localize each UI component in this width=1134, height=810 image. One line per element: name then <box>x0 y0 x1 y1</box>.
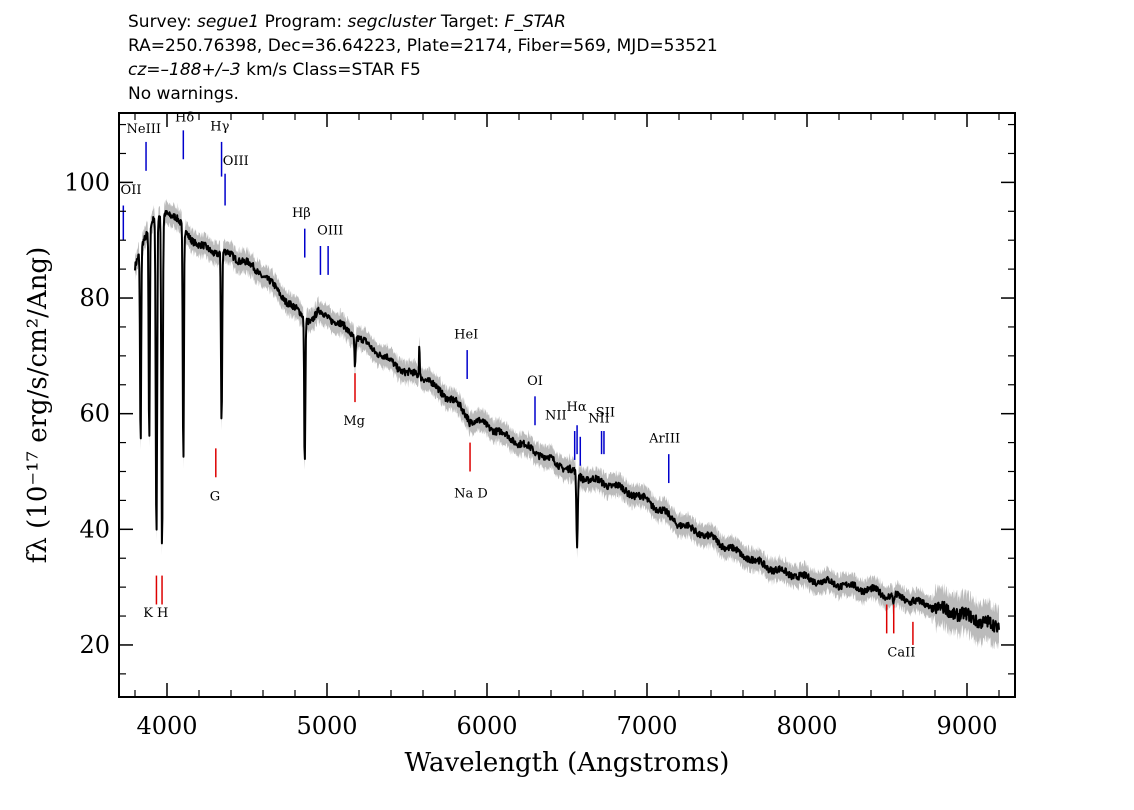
x-tick-label: 9000 <box>936 712 997 740</box>
line-label: CaII <box>887 646 915 661</box>
target-value: F_STAR <box>504 12 566 32</box>
program-value: segcluster <box>347 12 436 32</box>
line-label: OI <box>527 374 543 389</box>
survey-value: segue1 <box>197 12 260 32</box>
header-line-redshift: cz=–188+/–3 km/s Class=STAR F5 <box>128 58 1028 82</box>
line-label: SII <box>596 406 615 421</box>
header-line-warnings: No warnings. <box>128 84 239 104</box>
redshift-value: cz=–188+/–3 <box>128 60 241 80</box>
line-label: Na D <box>454 487 488 502</box>
series-layer <box>134 198 1000 650</box>
line-label: Hγ <box>210 119 229 134</box>
header-line-coordinates: RA=250.76398, Dec=36.64223, Plate=2174, … <box>128 36 718 56</box>
error-band <box>135 198 999 650</box>
line-label: G <box>210 489 220 504</box>
x-tick-label: 5000 <box>296 712 357 740</box>
line-label: NII <box>545 408 567 423</box>
line-label: ArIII <box>648 432 680 447</box>
line-label: Mg <box>343 414 365 429</box>
x-tick-label: 6000 <box>456 712 517 740</box>
target-label: Target: <box>440 12 500 32</box>
line-label: Hβ <box>292 206 311 221</box>
y-tick-label: 60 <box>79 400 110 428</box>
x-tick-label: 7000 <box>616 712 677 740</box>
y-tick-label: 20 <box>79 631 110 659</box>
plot-frame <box>118 112 1016 698</box>
spectrum-header: Survey: segue1 Program: segcluster Targe… <box>128 10 1028 106</box>
x-axis-title: Wavelength (Angstroms) <box>405 748 730 778</box>
y-tick-label: 40 <box>79 515 110 543</box>
y-axis-title: fλ (10⁻¹⁷ erg/s/cm²/Ang) <box>23 247 53 563</box>
line-label: Hα <box>567 400 587 415</box>
program-label: Program: <box>264 12 343 32</box>
y-tick-label: 100 <box>64 168 110 196</box>
x-tick-label: 8000 <box>776 712 837 740</box>
line-label: HeI <box>454 328 478 343</box>
header-line-survey: Survey: segue1 Program: segcluster Targe… <box>128 10 1028 34</box>
x-tick-label: 4000 <box>136 712 197 740</box>
line-label: NII <box>588 411 610 426</box>
line-label: K H <box>143 606 168 621</box>
line-markers-layer: OIINeIIIHδHγOIIIHβOIIIHeIOINIIHαNIISIIAr… <box>121 111 916 661</box>
line-label: OIII <box>317 223 343 238</box>
line-label: OII <box>121 183 142 198</box>
y-tick-label: 80 <box>79 284 110 312</box>
spectrum-line <box>134 210 1000 633</box>
line-label: OIII <box>223 154 249 169</box>
survey-label: Survey: <box>128 12 192 32</box>
line-label: NeIII <box>127 122 161 137</box>
class-text: km/s Class=STAR F5 <box>240 60 421 80</box>
axes-layer: 4000 5000 6000 7000 8000 9000 20 40 60 80 100 <box>64 113 1015 740</box>
line-label: Hδ <box>175 111 194 126</box>
